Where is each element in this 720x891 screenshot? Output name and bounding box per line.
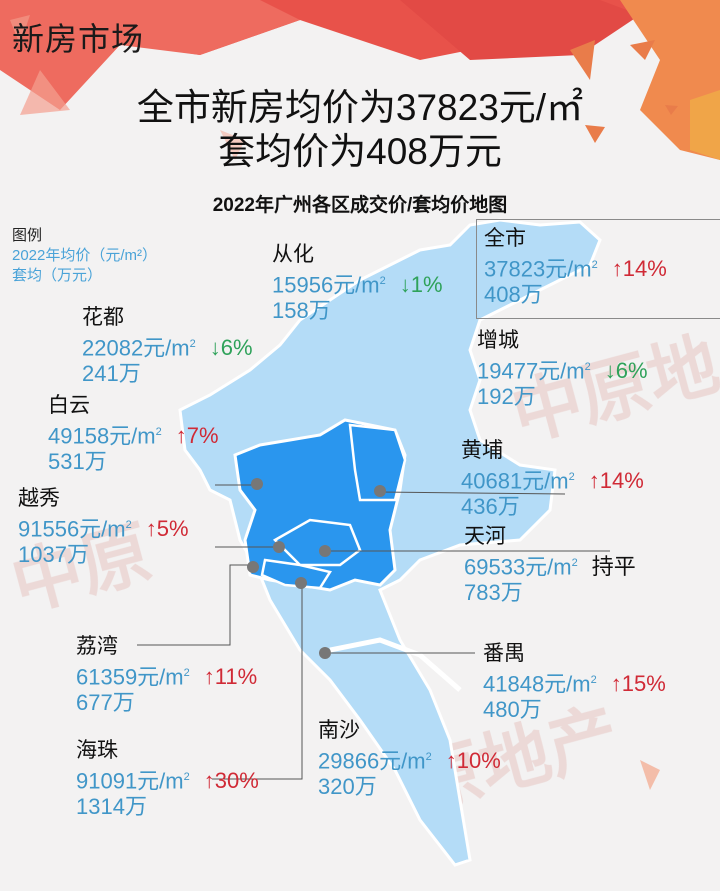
district-total: 192万	[477, 384, 536, 410]
district-huadu: 花都 22082元/m2 ↓6% 241万	[82, 305, 253, 387]
sup: 2	[183, 771, 190, 783]
district-price: 37823元/m	[484, 256, 592, 282]
district-change: ↑15%	[610, 671, 666, 697]
district-huangpu: 黄埔 40681元/m2 ↑14% 436万	[461, 438, 644, 520]
sup: 2	[584, 361, 591, 373]
district-name: 南沙	[318, 719, 360, 742]
district-yuexiu: 越秀 91556元/m2 ↑5% 1037万	[18, 486, 189, 568]
district-tianhe: 天河 69533元/m2 持平 783万	[464, 524, 636, 606]
district-price: 61359元/m	[76, 664, 184, 690]
district-price: 41848元/m	[483, 671, 591, 697]
district-price: 69533元/m	[464, 554, 572, 580]
district-total: 408万	[484, 282, 543, 308]
sup: 2	[155, 426, 162, 438]
sup: 2	[183, 667, 190, 679]
district-name: 全市	[484, 227, 526, 250]
district-name: 增城	[477, 329, 519, 352]
district-name: 黄埔	[461, 439, 503, 462]
sup: 2	[189, 338, 196, 350]
district-change: ↑11%	[203, 664, 258, 690]
district-total: 677万	[76, 690, 135, 716]
sup: 2	[590, 674, 597, 686]
district-change: ↓6%	[209, 335, 253, 361]
district-total: 1037万	[18, 542, 89, 568]
district-change: ↓6%	[604, 358, 648, 384]
district-total: 783万	[464, 580, 523, 606]
district-citywide: 全市 37823元/m2 ↑14% 408万	[484, 226, 667, 308]
citywide-box	[476, 219, 720, 319]
map-title: 2022年广州各区成交价/套均价地图	[212, 195, 508, 216]
district-change: ↑10%	[445, 748, 501, 774]
legend-title: 图例	[12, 227, 43, 244]
district-change: ↓1%	[399, 272, 443, 298]
district-change: ↑5%	[145, 516, 189, 542]
district-price: 22082元/m	[82, 335, 190, 361]
district-name: 荔湾	[76, 635, 118, 658]
district-name: 花都	[82, 306, 124, 329]
district-price: 15956元/m	[272, 272, 380, 298]
district-panyu: 番禺 41848元/m2 ↑15% 480万	[483, 641, 666, 723]
district-total: 1314万	[76, 794, 147, 820]
section-title: 新房市场	[12, 21, 145, 57]
district-total: 320万	[318, 774, 377, 800]
sup: 2	[571, 557, 578, 569]
district-total: 436万	[461, 494, 520, 520]
district-baiyun: 白云 49158元/m2 ↑7% 531万	[48, 393, 219, 475]
district-name: 白云	[48, 394, 90, 417]
district-change: ↑7%	[175, 423, 219, 449]
district-name: 番禺	[483, 642, 525, 665]
district-price: 91556元/m	[18, 516, 126, 542]
district-total: 480万	[483, 697, 542, 723]
district-zengcheng: 增城 19477元/m2 ↓6% 192万	[477, 328, 648, 410]
district-total: 531万	[48, 449, 107, 475]
district-change: ↑14%	[611, 256, 667, 282]
district-change: 持平	[591, 554, 636, 580]
district-price: 49158元/m	[48, 423, 156, 449]
district-haizhu: 海珠 91091元/m2 ↑30% 1314万	[76, 738, 259, 820]
headline-total: 套均价为408万元	[218, 131, 502, 172]
sup: 2	[379, 275, 386, 287]
district-change: ↑14%	[588, 468, 644, 494]
sup: 2	[591, 259, 598, 271]
district-name: 海珠	[76, 739, 118, 762]
sup: 2	[425, 751, 432, 763]
district-name: 越秀	[18, 487, 60, 510]
district-total: 241万	[82, 361, 141, 387]
district-total: 158万	[272, 298, 331, 324]
sup: 2	[125, 519, 132, 531]
district-price: 40681元/m	[461, 468, 569, 494]
district-conghua: 从化 15956元/m2 ↓1% 158万	[272, 242, 443, 324]
sup: 2	[568, 471, 575, 483]
district-liwan: 荔湾 61359元/m2 ↑11% 677万	[76, 634, 257, 716]
district-name: 从化	[272, 243, 314, 266]
legend-total-label: 套均（万元）	[12, 267, 103, 284]
district-change: ↑30%	[203, 768, 259, 794]
district-price: 19477元/m	[477, 358, 585, 384]
district-price: 29866元/m	[318, 748, 426, 774]
legend-price-label: 2022年均价（元/m²）	[12, 247, 158, 264]
headline-price: 全市新房均价为37823元/㎡	[136, 87, 584, 128]
district-price: 91091元/m	[76, 768, 184, 794]
district-name: 天河	[464, 525, 506, 548]
district-nansha: 南沙 29866元/m2 ↑10% 320万	[318, 718, 501, 800]
legend: 图例 2022年均价（元/m²） 套均（万元）	[12, 226, 157, 286]
